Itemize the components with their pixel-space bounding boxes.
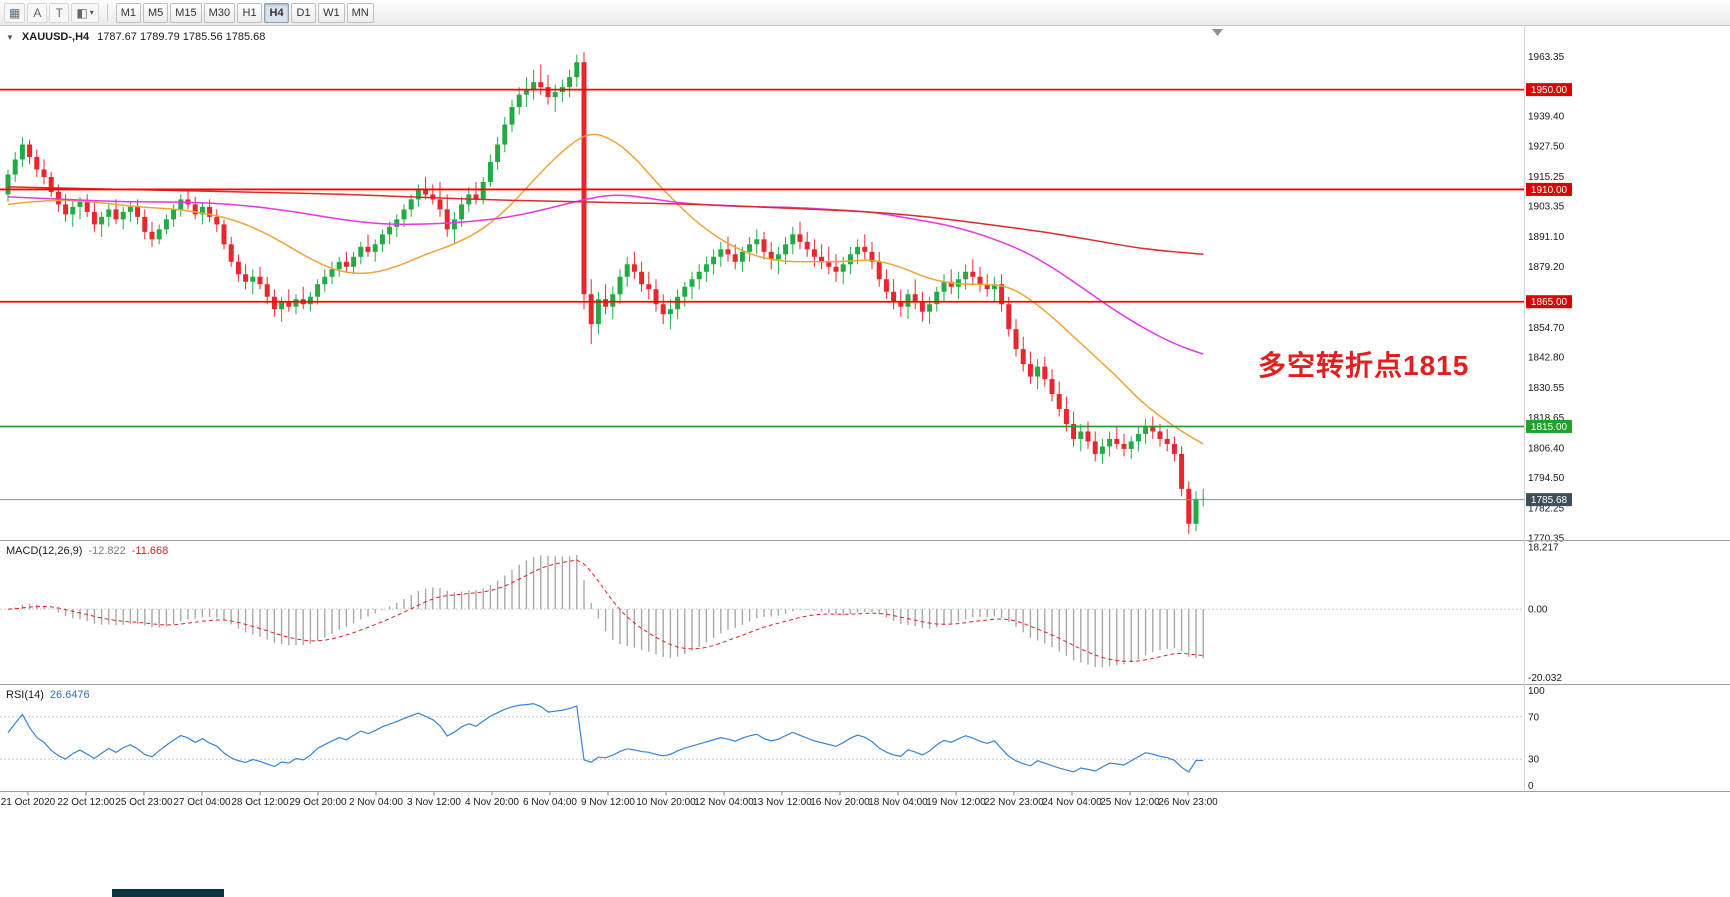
svg-text:25 Nov 12:00: 25 Nov 12:00 xyxy=(1100,797,1160,808)
svg-text:28 Oct 12:00: 28 Oct 12:00 xyxy=(231,797,289,808)
svg-text:25 Oct 23:00: 25 Oct 23:00 xyxy=(115,797,173,808)
macd-name: MACD(12,26,9) xyxy=(6,545,83,557)
svg-text:30: 30 xyxy=(1528,755,1540,766)
dropdown-chevron-icon[interactable]: ▾ xyxy=(89,8,94,17)
svg-text:1915.25: 1915.25 xyxy=(1528,172,1565,183)
svg-text:100: 100 xyxy=(1528,686,1545,697)
macd-indicator-label: MACD(12,26,9) -12.822 -11.668 xyxy=(6,545,168,557)
toolbar-separator xyxy=(106,3,108,22)
chart-header: ▼ XAUUSD-,H4 1787.67 1789.79 1785.56 178… xyxy=(6,31,265,43)
ma-fast-orange xyxy=(7,133,1204,445)
svg-text:-20.032: -20.032 xyxy=(1528,673,1562,684)
toolbar: ▦ A T ◧ ▾ M1 M5 M15 M30 H1 H4 D1 W1 MN xyxy=(0,0,1730,26)
svg-text:18.217: 18.217 xyxy=(1528,543,1559,554)
text-tool-t-icon[interactable]: T xyxy=(49,2,70,23)
rsi-value: 26.6476 xyxy=(49,689,90,701)
svg-text:21 Oct 2020: 21 Oct 2020 xyxy=(1,797,56,808)
rsi-name: RSI(14) xyxy=(6,689,44,701)
svg-text:24 Nov 04:00: 24 Nov 04:00 xyxy=(1042,797,1102,808)
timeframe-h4-button[interactable]: H4 xyxy=(264,2,290,23)
svg-text:22 Nov 23:00: 22 Nov 23:00 xyxy=(984,797,1044,808)
svg-text:1950.00: 1950.00 xyxy=(1531,85,1568,96)
timeframe-m5-button[interactable]: M5 xyxy=(142,2,169,23)
svg-text:1770.35: 1770.35 xyxy=(1528,533,1565,544)
svg-text:10 Nov 20:00: 10 Nov 20:00 xyxy=(636,797,696,808)
macd-signal-value: -11.668 xyxy=(131,545,169,557)
svg-text:1815.00: 1815.00 xyxy=(1531,422,1568,433)
svg-text:0.00: 0.00 xyxy=(1528,605,1548,616)
svg-text:1939.40: 1939.40 xyxy=(1528,112,1565,123)
collapse-chart-icon[interactable]: ▼ xyxy=(6,32,14,42)
timeframe-h1-button[interactable]: H1 xyxy=(237,2,263,23)
svg-text:1891.10: 1891.10 xyxy=(1528,232,1565,243)
svg-text:70: 70 xyxy=(1528,712,1540,723)
svg-text:1879.20: 1879.20 xyxy=(1528,262,1565,273)
svg-text:4 Nov 20:00: 4 Nov 20:00 xyxy=(465,797,519,808)
svg-text:6 Nov 04:00: 6 Nov 04:00 xyxy=(523,797,577,808)
svg-text:1910.00: 1910.00 xyxy=(1531,185,1568,196)
ohlc-readout: 1787.67 1789.79 1785.56 1785.68 xyxy=(97,31,266,43)
timeframe-d1-button[interactable]: D1 xyxy=(291,2,317,23)
indicators-icon[interactable]: ◧ ▾ xyxy=(71,2,99,23)
svg-text:9 Nov 12:00: 9 Nov 12:00 xyxy=(581,797,635,808)
svg-text:26 Nov 23:00: 26 Nov 23:00 xyxy=(1158,797,1218,808)
svg-text:1854.70: 1854.70 xyxy=(1528,323,1565,334)
svg-text:19 Nov 12:00: 19 Nov 12:00 xyxy=(926,797,986,808)
timeframe-mn-button[interactable]: MN xyxy=(346,2,374,23)
svg-text:27 Oct 04:00: 27 Oct 04:00 xyxy=(173,797,231,808)
svg-text:13 Nov 12:00: 13 Nov 12:00 xyxy=(752,797,812,808)
drawing-toolbar: ▦ A T ◧ ▾ xyxy=(4,2,99,23)
svg-text:1818.65: 1818.65 xyxy=(1528,413,1565,424)
annotation-text: 多空转折点1815 xyxy=(1258,350,1470,381)
svg-text:1794.50: 1794.50 xyxy=(1528,473,1565,484)
timeframe-toolbar: M1 M5 M15 M30 H1 H4 D1 W1 MN xyxy=(115,2,374,23)
svg-text:3 Nov 12:00: 3 Nov 12:00 xyxy=(407,797,461,808)
chart-canvas[interactable]: 1963.35 1939.40 1927.50 1915.25 1903.35 1891.… xyxy=(0,26,1730,897)
svg-text:18 Nov 04:00: 18 Nov 04:00 xyxy=(868,797,928,808)
chart-shift-icon xyxy=(1212,29,1223,36)
svg-text:1903.35: 1903.35 xyxy=(1528,202,1565,213)
svg-text:1927.50: 1927.50 xyxy=(1528,141,1565,152)
svg-text:1830.55: 1830.55 xyxy=(1528,383,1565,394)
svg-text:29 Oct 20:00: 29 Oct 20:00 xyxy=(289,797,347,808)
timeframe-m30-button[interactable]: M30 xyxy=(203,2,236,23)
svg-text:1782.25: 1782.25 xyxy=(1528,504,1565,515)
svg-text:1785.68: 1785.68 xyxy=(1531,495,1568,506)
svg-text:1806.40: 1806.40 xyxy=(1528,443,1565,454)
svg-text:12 Nov 04:00: 12 Nov 04:00 xyxy=(694,797,754,808)
macd-main-value: -12.822 xyxy=(88,545,126,557)
ma-slow-red xyxy=(7,186,1204,256)
timeframe-m15-button[interactable]: M15 xyxy=(170,2,202,23)
svg-text:1842.80: 1842.80 xyxy=(1528,353,1565,364)
svg-text:16 Nov 20:00: 16 Nov 20:00 xyxy=(810,797,870,808)
chart-window-icon[interactable]: ▦ xyxy=(4,2,26,23)
svg-text:2 Nov 04:00: 2 Nov 04:00 xyxy=(349,797,403,808)
svg-text:22 Oct 12:00: 22 Oct 12:00 xyxy=(57,797,115,808)
ma-mid-magenta xyxy=(7,194,1204,355)
svg-text:1865.00: 1865.00 xyxy=(1531,297,1568,308)
timeframe-w1-button[interactable]: W1 xyxy=(318,2,345,23)
text-tool-a-icon[interactable]: A xyxy=(27,2,48,23)
symbol-timeframe-label: XAUUSD-,H4 xyxy=(21,31,90,43)
svg-text:1963.35: 1963.35 xyxy=(1528,52,1565,63)
svg-text:0: 0 xyxy=(1528,781,1534,792)
taskbar-fragment xyxy=(112,889,224,897)
timeframe-m1-button[interactable]: M1 xyxy=(115,2,141,23)
rsi-indicator-label: RSI(14) 26.6476 xyxy=(6,689,90,701)
